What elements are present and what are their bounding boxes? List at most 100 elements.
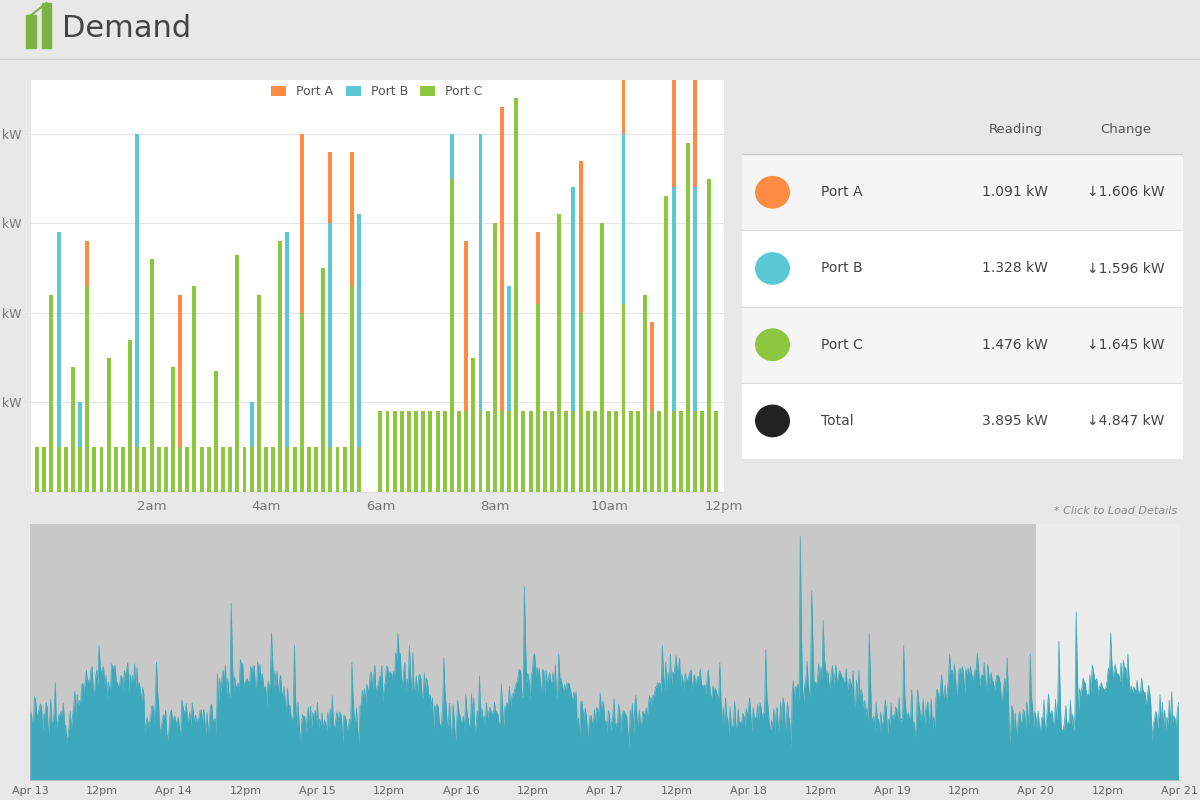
Bar bbox=[679, 411, 683, 492]
Text: 3.895 kW: 3.895 kW bbox=[983, 414, 1049, 428]
Text: ↓1.606 kW: ↓1.606 kW bbox=[1087, 186, 1165, 199]
Bar bbox=[206, 447, 211, 492]
Bar bbox=[450, 134, 454, 178]
Bar bbox=[322, 268, 325, 492]
Bar bbox=[178, 447, 182, 492]
Bar bbox=[629, 411, 632, 492]
Bar bbox=[607, 411, 611, 492]
Bar bbox=[271, 447, 275, 492]
Bar bbox=[278, 242, 282, 492]
Bar bbox=[643, 295, 647, 492]
Bar bbox=[56, 447, 60, 492]
Bar bbox=[71, 366, 74, 492]
Text: Demand: Demand bbox=[62, 14, 192, 43]
Bar bbox=[742, 154, 1183, 230]
Bar bbox=[672, 187, 676, 411]
Text: Change: Change bbox=[1100, 123, 1151, 136]
Bar bbox=[700, 411, 704, 492]
Bar bbox=[672, 411, 676, 492]
Bar bbox=[457, 411, 461, 492]
Bar bbox=[472, 358, 475, 492]
Bar bbox=[694, 26, 697, 187]
Bar bbox=[508, 411, 511, 492]
Bar bbox=[250, 447, 253, 492]
Bar bbox=[443, 411, 446, 492]
Bar bbox=[428, 411, 432, 492]
Bar bbox=[100, 447, 103, 492]
Bar bbox=[329, 223, 332, 447]
Bar bbox=[622, 0, 625, 134]
Bar bbox=[257, 295, 260, 492]
Bar bbox=[392, 411, 397, 492]
Bar bbox=[35, 447, 40, 492]
Bar bbox=[650, 411, 654, 492]
Bar bbox=[564, 411, 569, 492]
Bar bbox=[694, 187, 697, 411]
Bar bbox=[228, 447, 232, 492]
Bar bbox=[121, 447, 125, 492]
Text: 1.328 kW: 1.328 kW bbox=[983, 262, 1049, 275]
Bar bbox=[336, 447, 340, 492]
Bar bbox=[665, 197, 668, 492]
Bar bbox=[64, 447, 67, 492]
Bar bbox=[329, 447, 332, 492]
Text: Reading: Reading bbox=[989, 123, 1043, 136]
Bar bbox=[622, 134, 625, 304]
Bar bbox=[286, 447, 289, 492]
Bar bbox=[650, 322, 654, 411]
Bar bbox=[578, 161, 582, 313]
Bar bbox=[450, 178, 454, 492]
Bar bbox=[264, 447, 268, 492]
Text: ↓4.847 kW: ↓4.847 kW bbox=[1087, 414, 1164, 428]
Circle shape bbox=[756, 406, 790, 437]
Bar bbox=[42, 447, 47, 492]
Bar bbox=[686, 142, 690, 492]
Circle shape bbox=[756, 253, 790, 284]
Legend: Port A, Port B, Port C: Port A, Port B, Port C bbox=[266, 80, 487, 103]
Bar bbox=[164, 447, 168, 492]
Text: * Click to Load Details: * Click to Load Details bbox=[1054, 506, 1177, 516]
Bar bbox=[300, 134, 304, 313]
Bar bbox=[235, 254, 239, 492]
Bar bbox=[199, 447, 204, 492]
Bar bbox=[385, 411, 390, 492]
Bar bbox=[307, 447, 311, 492]
Text: Port C: Port C bbox=[821, 338, 863, 352]
Bar bbox=[421, 411, 425, 492]
Bar bbox=[528, 411, 533, 492]
Bar bbox=[586, 411, 589, 492]
Bar bbox=[172, 366, 175, 492]
Bar bbox=[694, 411, 697, 492]
Bar bbox=[185, 447, 190, 492]
Text: Total: Total bbox=[821, 414, 853, 428]
Bar bbox=[479, 411, 482, 492]
Bar bbox=[535, 232, 540, 304]
Bar bbox=[42, 3, 52, 48]
Bar bbox=[535, 304, 540, 492]
Bar bbox=[658, 411, 661, 492]
Bar bbox=[157, 447, 161, 492]
Bar bbox=[479, 134, 482, 411]
Bar bbox=[78, 402, 82, 447]
Bar bbox=[707, 178, 712, 492]
Bar bbox=[56, 232, 60, 447]
Bar bbox=[672, 35, 676, 187]
Bar bbox=[221, 447, 226, 492]
Bar bbox=[49, 295, 54, 492]
Bar bbox=[92, 447, 96, 492]
Bar bbox=[242, 447, 246, 492]
Bar bbox=[136, 447, 139, 492]
Bar bbox=[515, 98, 518, 492]
Bar bbox=[622, 304, 625, 492]
Text: 1.091 kW: 1.091 kW bbox=[983, 186, 1049, 199]
Bar bbox=[464, 242, 468, 411]
Bar bbox=[314, 447, 318, 492]
Bar bbox=[742, 230, 1183, 306]
Bar bbox=[508, 286, 511, 411]
Bar bbox=[600, 223, 604, 492]
Bar bbox=[493, 223, 497, 492]
Bar bbox=[742, 306, 1183, 383]
Bar bbox=[107, 358, 110, 492]
Bar bbox=[293, 447, 296, 492]
Bar bbox=[593, 411, 596, 492]
